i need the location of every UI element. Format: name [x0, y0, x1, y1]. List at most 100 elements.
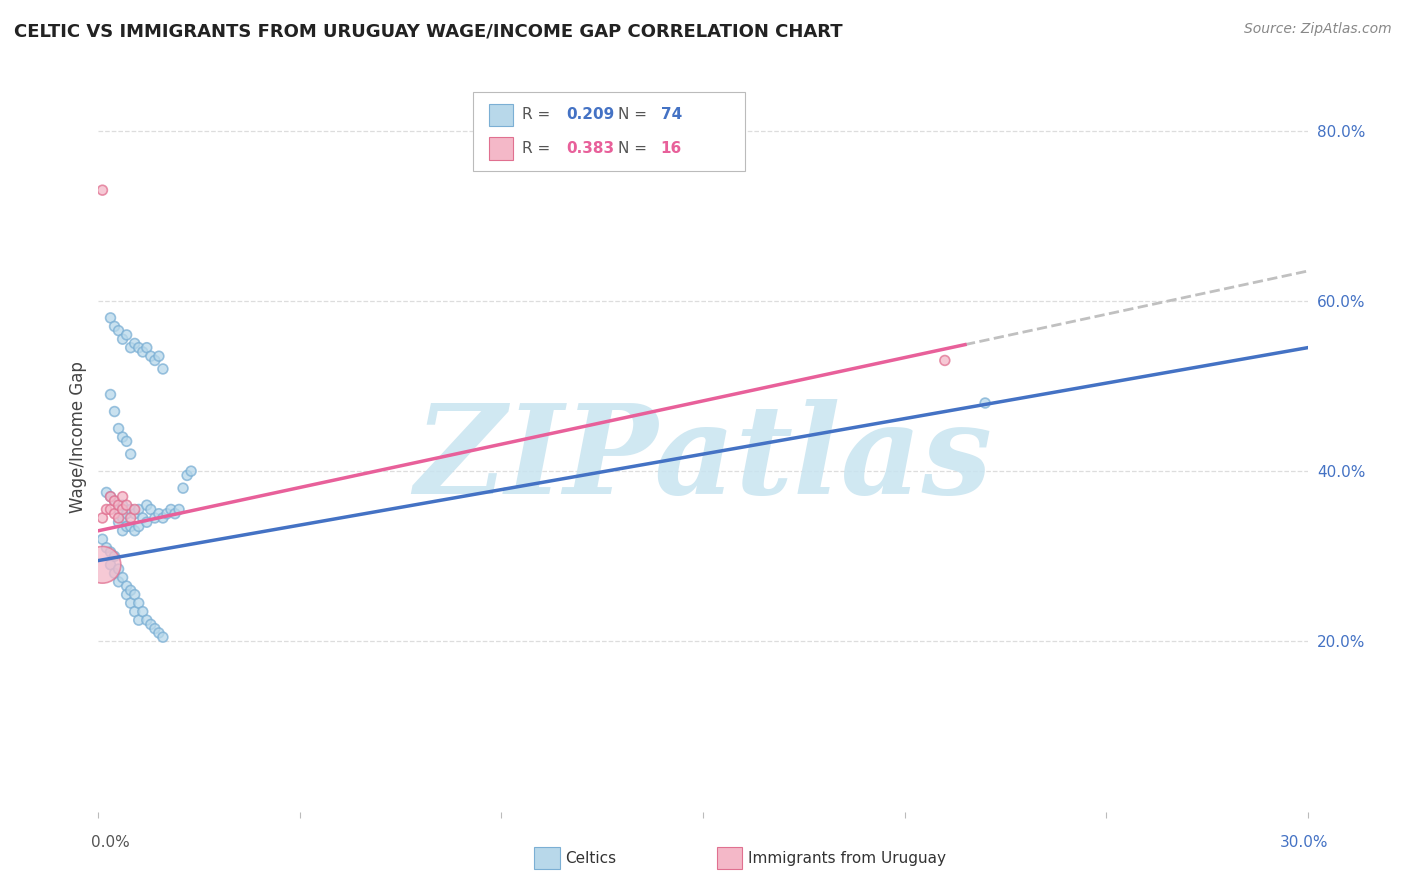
- Point: [139, 349, 162, 363]
- Point: [107, 421, 129, 435]
- Point: [111, 524, 134, 538]
- Point: [100, 387, 122, 401]
- Point: [115, 579, 138, 593]
- Point: [152, 511, 174, 525]
- Point: [115, 507, 138, 521]
- Point: [132, 511, 155, 525]
- Point: [148, 507, 170, 521]
- Point: [91, 183, 114, 197]
- Point: [115, 588, 138, 602]
- Point: [128, 613, 150, 627]
- Point: [160, 502, 183, 516]
- Point: [124, 524, 146, 538]
- Point: [100, 310, 122, 325]
- Point: [128, 519, 150, 533]
- Point: [100, 558, 122, 572]
- Point: [111, 502, 134, 516]
- Point: [100, 490, 122, 504]
- Point: [180, 464, 202, 478]
- Point: [172, 481, 194, 495]
- Point: [120, 596, 142, 610]
- Point: [111, 430, 134, 444]
- Point: [143, 353, 166, 368]
- Point: [120, 511, 142, 525]
- Point: [139, 502, 162, 516]
- Point: [103, 404, 125, 418]
- Point: [103, 494, 125, 508]
- Point: [120, 341, 142, 355]
- Point: [124, 336, 146, 351]
- Point: [132, 605, 155, 619]
- Point: [152, 630, 174, 644]
- Point: [148, 349, 170, 363]
- Point: [128, 596, 150, 610]
- Point: [111, 571, 134, 585]
- Text: N =: N =: [619, 141, 652, 156]
- Point: [107, 498, 129, 512]
- Text: 0.209: 0.209: [567, 107, 614, 122]
- Point: [107, 324, 129, 338]
- Point: [100, 545, 122, 559]
- Text: Immigrants from Uruguay: Immigrants from Uruguay: [748, 851, 946, 865]
- Point: [91, 511, 114, 525]
- Point: [107, 511, 129, 525]
- Point: [115, 519, 138, 533]
- Y-axis label: Wage/Income Gap: Wage/Income Gap: [69, 361, 87, 513]
- Point: [115, 498, 138, 512]
- Text: 16: 16: [661, 141, 682, 156]
- Point: [124, 605, 146, 619]
- Text: R =: R =: [522, 107, 555, 122]
- Point: [103, 507, 125, 521]
- Point: [100, 490, 122, 504]
- Point: [115, 434, 138, 449]
- Point: [120, 502, 142, 516]
- Point: [156, 507, 179, 521]
- Text: Celtics: Celtics: [565, 851, 616, 865]
- Point: [107, 502, 129, 516]
- Point: [103, 494, 125, 508]
- Point: [107, 562, 129, 576]
- Text: 0.0%: 0.0%: [91, 836, 131, 850]
- Point: [107, 574, 129, 589]
- Point: [111, 511, 134, 525]
- Point: [115, 327, 138, 342]
- Point: [111, 498, 134, 512]
- Point: [96, 485, 118, 500]
- Point: [120, 447, 142, 461]
- Point: [143, 511, 166, 525]
- Text: CELTIC VS IMMIGRANTS FROM URUGUAY WAGE/INCOME GAP CORRELATION CHART: CELTIC VS IMMIGRANTS FROM URUGUAY WAGE/I…: [14, 22, 842, 40]
- Point: [128, 502, 150, 516]
- Point: [974, 396, 997, 410]
- Text: R =: R =: [522, 141, 555, 156]
- Point: [124, 588, 146, 602]
- Point: [124, 507, 146, 521]
- Point: [139, 617, 162, 632]
- Text: 0.383: 0.383: [567, 141, 614, 156]
- Point: [91, 533, 114, 547]
- Point: [163, 507, 186, 521]
- Point: [96, 502, 118, 516]
- Point: [152, 362, 174, 376]
- Point: [120, 583, 142, 598]
- Text: ZIPatlas: ZIPatlas: [413, 399, 993, 520]
- Text: 30.0%: 30.0%: [1281, 836, 1329, 850]
- Text: 74: 74: [661, 107, 682, 122]
- Point: [132, 345, 155, 359]
- Bar: [489, 137, 513, 160]
- Point: [124, 502, 146, 516]
- Point: [103, 319, 125, 334]
- Point: [135, 341, 157, 355]
- Text: N =: N =: [619, 107, 652, 122]
- Point: [135, 613, 157, 627]
- Point: [135, 515, 157, 529]
- Point: [176, 468, 198, 483]
- Point: [167, 502, 190, 516]
- Point: [148, 626, 170, 640]
- Point: [107, 515, 129, 529]
- Point: [120, 519, 142, 533]
- Point: [103, 566, 125, 581]
- Point: [103, 549, 125, 564]
- Point: [96, 541, 118, 555]
- Point: [135, 498, 157, 512]
- Point: [128, 341, 150, 355]
